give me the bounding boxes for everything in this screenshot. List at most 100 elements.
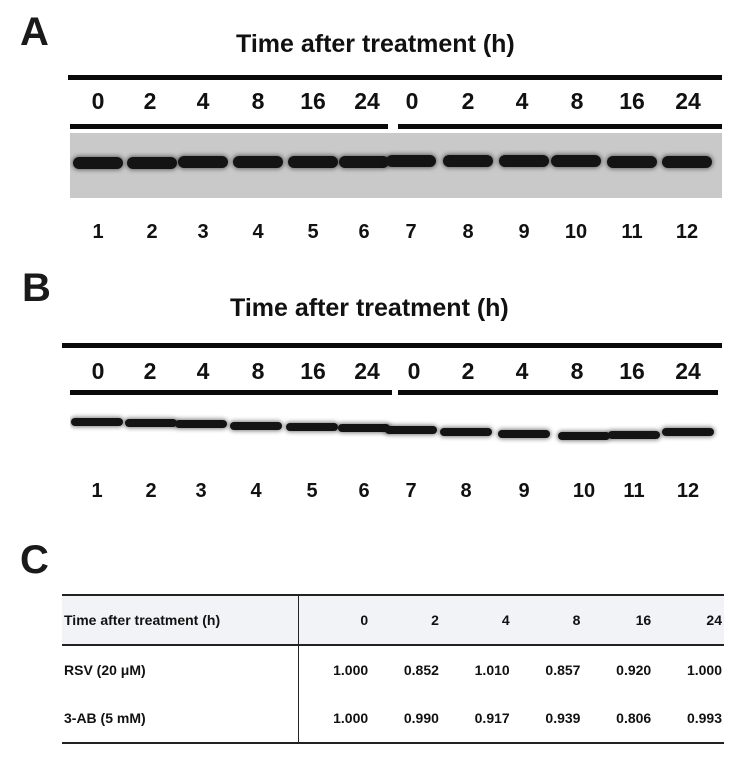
table-header-cell: 4 (440, 594, 512, 646)
protein-band (386, 155, 436, 167)
panel-b-group1-bar (70, 390, 392, 395)
time-label: 8 (570, 358, 584, 384)
lane-number: 3 (197, 221, 209, 243)
table-cell: 0.917 (440, 694, 512, 744)
lane-number: 8 (460, 480, 472, 502)
lane-number: 11 (621, 221, 643, 243)
lane-number: 9 (518, 221, 530, 243)
protein-band (178, 156, 228, 168)
table-cell: 1.000 (298, 694, 371, 744)
lane-number: 1 (92, 221, 104, 243)
table-cell: 0.993 (653, 694, 724, 744)
lane-number: 8 (462, 221, 474, 243)
time-label: 24 (675, 358, 701, 384)
protein-band (339, 156, 389, 168)
table-row: RSV (20 μM) 1.000 0.852 1.010 0.857 0.92… (62, 645, 724, 694)
time-label: 2 (461, 88, 475, 114)
time-label: 4 (515, 358, 529, 384)
time-label: 16 (619, 88, 645, 114)
table-cell: 1.010 (474, 662, 510, 678)
panel-a-top-bar (68, 75, 722, 80)
time-label: 4 (196, 88, 210, 114)
lane-number: 4 (250, 480, 262, 502)
lane-number: 7 (405, 221, 417, 243)
panel-a-group1-bar (70, 124, 388, 129)
time-label: 0 (91, 358, 105, 384)
table-row-label: RSV (20 μM) (62, 645, 299, 694)
lane-number: 9 (518, 480, 530, 502)
lane-number: 10 (564, 221, 588, 243)
protein-band (558, 432, 610, 440)
protein-band (385, 426, 437, 434)
time-label: 2 (461, 358, 475, 384)
lane-number: 1 (91, 480, 103, 502)
table-cell: 0.920 (616, 662, 652, 678)
panel-b-western-blot (70, 408, 722, 460)
panel-a-title: Time after treatment (h) (236, 30, 515, 58)
table-header-cell: 0 (298, 594, 371, 646)
table-header-cell: 8 (511, 594, 583, 646)
panel-b-title: Time after treatment (h) (230, 294, 509, 322)
protein-band (551, 155, 601, 167)
table-header-cell: 2 (370, 594, 441, 646)
time-label: 24 (675, 88, 701, 114)
protein-band (662, 428, 714, 436)
quantification-table: Time after treatment (h) 0 2 4 8 16 24 R… (62, 594, 724, 744)
lane-number: 6 (358, 221, 370, 243)
table-header-cell: Time after treatment (h) (62, 594, 299, 646)
time-label: 4 (515, 88, 529, 114)
lane-number: 2 (145, 480, 157, 502)
table-cell: 0.990 (370, 694, 441, 744)
lane-number: 7 (405, 480, 417, 502)
protein-band (73, 157, 123, 169)
table-cell: 0.852 (403, 662, 439, 678)
table-cell: 0.806 (582, 694, 654, 744)
time-label: 16 (619, 358, 645, 384)
protein-band (233, 156, 283, 168)
panel-a-letter: A (20, 10, 49, 54)
table-cell: 0.939 (511, 694, 583, 744)
time-label: 24 (354, 358, 380, 384)
lane-number: 2 (146, 221, 158, 243)
protein-band (443, 155, 493, 167)
table-row-label: 3-AB (5 mM) (62, 694, 299, 744)
time-label: 2 (143, 88, 157, 114)
panel-b-letter: B (22, 266, 51, 310)
lane-number: 5 (306, 480, 318, 502)
protein-band (608, 431, 660, 439)
table-header-cell: 16 (582, 594, 654, 646)
time-label: 2 (143, 358, 157, 384)
time-label: 16 (300, 88, 326, 114)
panel-b-group2-bar (398, 390, 718, 395)
protein-band (499, 155, 549, 167)
protein-band (440, 428, 492, 436)
table-header-cell: 24 (653, 594, 724, 646)
protein-band (175, 420, 227, 428)
panel-c-letter: C (20, 538, 49, 582)
protein-band (286, 423, 338, 431)
table-header-row: Time after treatment (h) 0 2 4 8 16 24 (62, 594, 724, 646)
protein-band (498, 430, 550, 438)
protein-band (127, 157, 177, 169)
time-label: 4 (196, 358, 210, 384)
time-label: 8 (251, 88, 265, 114)
lane-number: 5 (307, 221, 319, 243)
lane-number: 3 (195, 480, 207, 502)
lane-number: 12 (675, 221, 699, 243)
lane-number: 4 (252, 221, 264, 243)
panel-a-western-blot (70, 133, 722, 198)
time-label: 0 (91, 88, 105, 114)
time-label: 24 (354, 88, 380, 114)
protein-band (662, 156, 712, 168)
time-label: 8 (570, 88, 584, 114)
time-label: 16 (300, 358, 326, 384)
table-cell: 1.000 (686, 662, 722, 678)
table-row: 3-AB (5 mM) 1.000 0.990 0.917 0.939 0.80… (62, 694, 724, 744)
protein-band (288, 156, 338, 168)
table-cell: 0.857 (545, 662, 581, 678)
lane-number: 11 (623, 480, 645, 502)
protein-band (230, 422, 282, 430)
lane-number: 10 (572, 480, 596, 502)
protein-band (607, 156, 657, 168)
panel-a-group2-bar (398, 124, 722, 129)
